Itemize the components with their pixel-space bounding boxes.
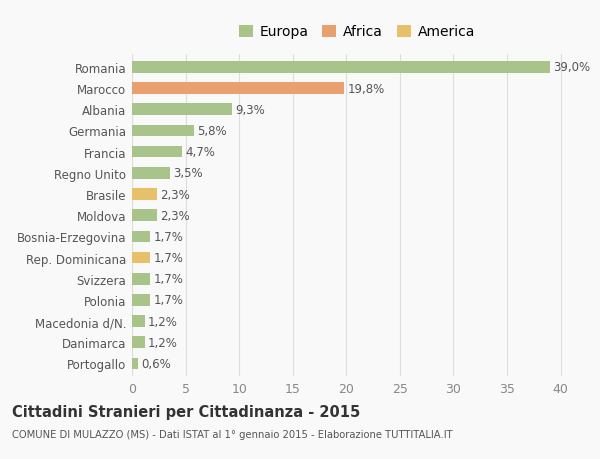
Bar bbox=[132, 231, 150, 243]
Text: 1,7%: 1,7% bbox=[154, 230, 184, 243]
Bar bbox=[132, 146, 182, 158]
Text: 3,5%: 3,5% bbox=[173, 167, 202, 180]
Bar bbox=[132, 83, 344, 95]
Bar bbox=[132, 168, 170, 179]
Bar bbox=[132, 252, 150, 264]
Text: 1,2%: 1,2% bbox=[148, 336, 178, 349]
Bar bbox=[132, 337, 145, 348]
Bar bbox=[132, 295, 150, 306]
Bar bbox=[132, 189, 157, 201]
Text: 1,7%: 1,7% bbox=[154, 273, 184, 285]
Text: 1,7%: 1,7% bbox=[154, 252, 184, 264]
Text: 2,3%: 2,3% bbox=[160, 209, 190, 222]
Text: 2,3%: 2,3% bbox=[160, 188, 190, 201]
Bar bbox=[132, 125, 194, 137]
Text: 39,0%: 39,0% bbox=[553, 62, 590, 74]
Text: 0,6%: 0,6% bbox=[142, 357, 172, 370]
Text: 19,8%: 19,8% bbox=[347, 83, 385, 95]
Bar bbox=[132, 210, 157, 222]
Text: 4,7%: 4,7% bbox=[185, 146, 215, 159]
Legend: Europa, Africa, America: Europa, Africa, America bbox=[233, 20, 481, 45]
Text: Cittadini Stranieri per Cittadinanza - 2015: Cittadini Stranieri per Cittadinanza - 2… bbox=[12, 404, 360, 419]
Text: 5,8%: 5,8% bbox=[197, 125, 227, 138]
Text: 1,2%: 1,2% bbox=[148, 315, 178, 328]
Bar bbox=[132, 316, 145, 327]
Bar bbox=[132, 62, 550, 73]
Bar bbox=[132, 104, 232, 116]
Bar bbox=[132, 358, 139, 369]
Text: 1,7%: 1,7% bbox=[154, 294, 184, 307]
Text: 9,3%: 9,3% bbox=[235, 104, 265, 117]
Text: COMUNE DI MULAZZO (MS) - Dati ISTAT al 1° gennaio 2015 - Elaborazione TUTTITALIA: COMUNE DI MULAZZO (MS) - Dati ISTAT al 1… bbox=[12, 429, 452, 439]
Bar bbox=[132, 273, 150, 285]
